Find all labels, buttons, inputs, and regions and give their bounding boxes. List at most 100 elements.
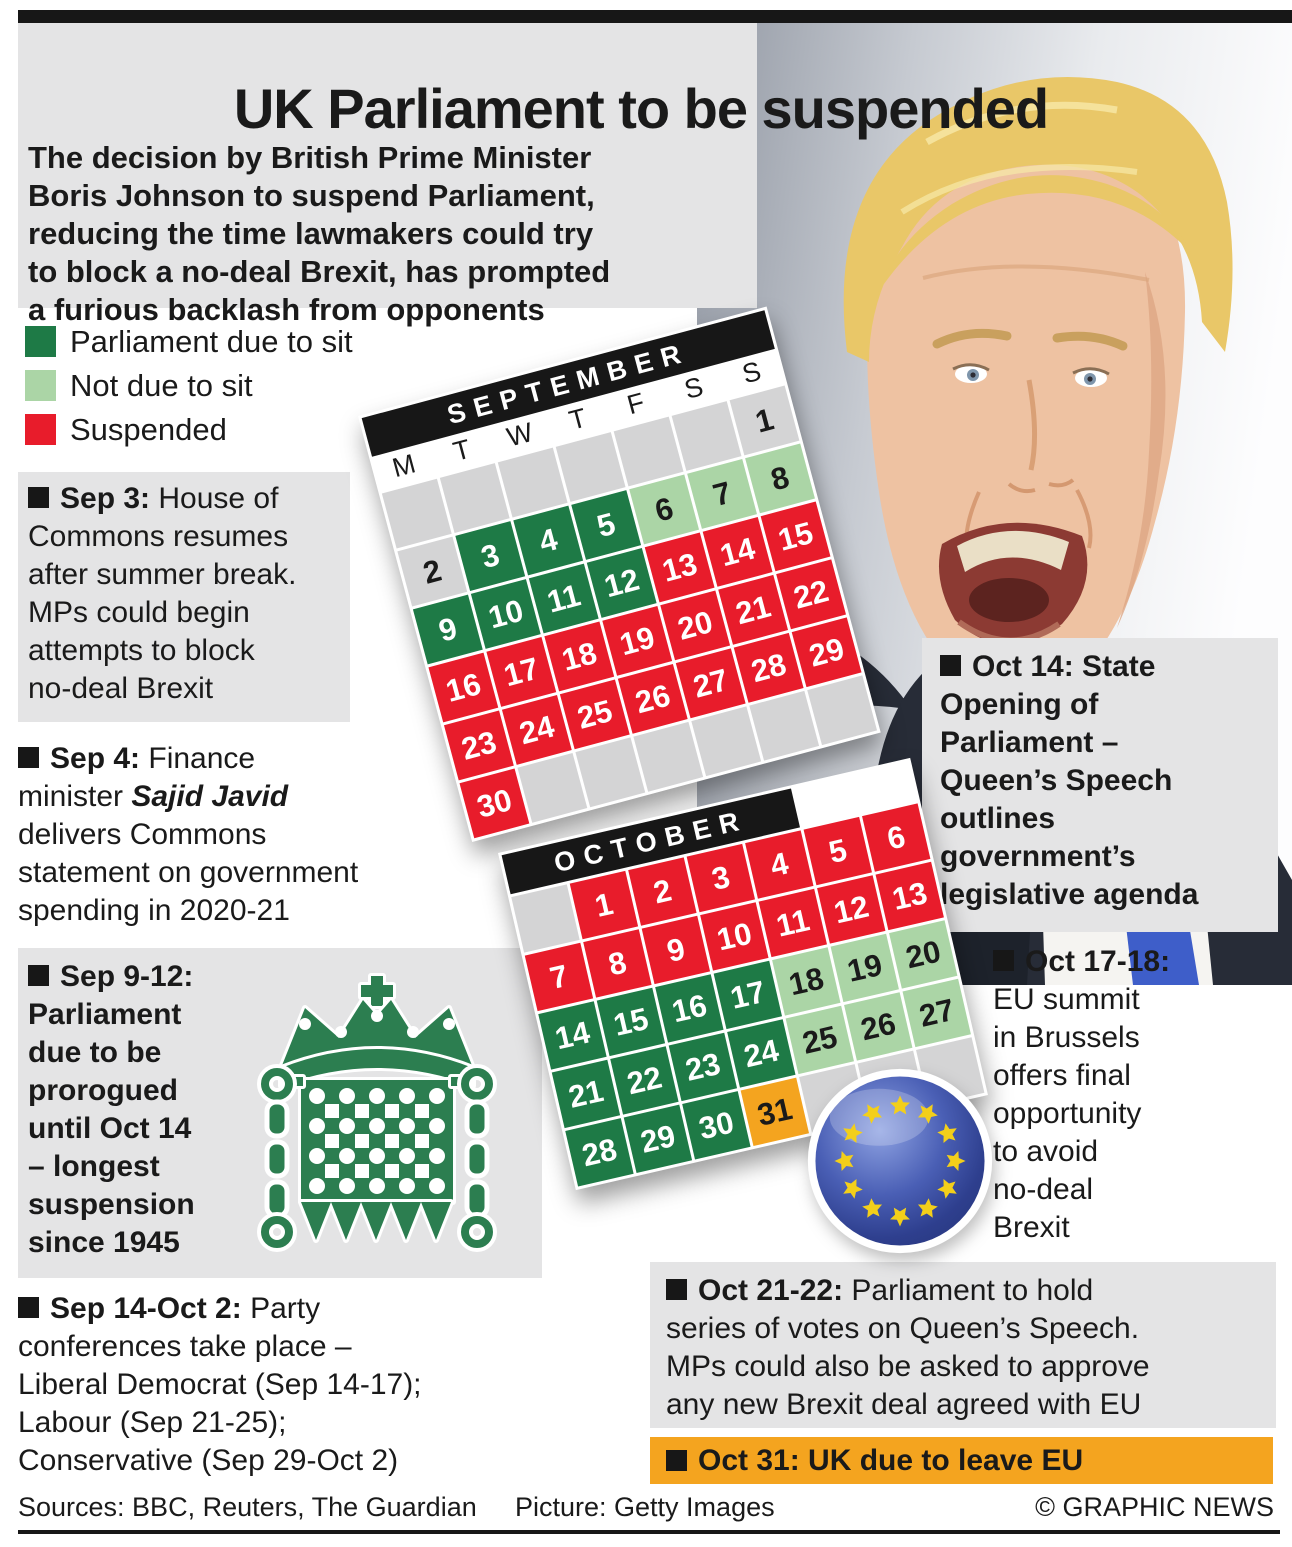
event-text: Parliament due to be prorogued until Oct… xyxy=(28,998,195,1259)
event-text: EU summit in Brussels offers final oppor… xyxy=(993,983,1142,1244)
calendar-cell: 16 xyxy=(428,652,499,723)
calendar-cell: 1 xyxy=(569,870,639,940)
event-date: Sep 3: xyxy=(60,482,151,515)
calendar-cell: 8 xyxy=(583,929,652,998)
eu-flag-icon xyxy=(807,1068,993,1254)
event-date: Oct 17-18: xyxy=(1025,945,1171,978)
calendar-cell: 6 xyxy=(629,474,700,545)
calendar-cell: 27 xyxy=(675,648,746,719)
event-oct17-18: Oct 17-18: EU summit in Brussels offers … xyxy=(993,943,1278,1247)
calendar-cell: 18 xyxy=(772,947,841,1016)
bullet-square-icon xyxy=(666,1279,687,1300)
event-date: Oct 14: xyxy=(972,650,1074,683)
calendar-cell: 13 xyxy=(644,532,715,603)
calendar-cell: 16 xyxy=(655,974,724,1043)
event-date: Sep 14-Oct 2: xyxy=(50,1292,242,1325)
calendar-cell xyxy=(381,478,452,549)
calendar-cell xyxy=(691,706,762,777)
calendar-cell: 10 xyxy=(470,579,541,649)
calendar-cell xyxy=(575,737,646,808)
calendar-cell: 28 xyxy=(733,632,804,703)
calendar-cell: 10 xyxy=(700,902,769,971)
calendar-cell: 24 xyxy=(727,1019,796,1088)
calendar-cell: 7 xyxy=(524,942,594,1012)
parliament-portcullis-icon xyxy=(257,973,497,1252)
sources-credit: Sources: BBC, Reuters, The Guardian xyxy=(18,1492,477,1522)
calendar-cell xyxy=(633,721,704,792)
calendar-cell: 6 xyxy=(862,803,931,872)
calendar-cell: 12 xyxy=(817,875,886,944)
legend-swatch-suspended xyxy=(25,414,56,445)
event-text: UK due to leave EU xyxy=(799,1443,1084,1477)
calendar-cell xyxy=(613,416,684,487)
event-date: Oct 21-22: xyxy=(698,1274,844,1307)
calendar-cell: 26 xyxy=(844,992,913,1061)
calendar-cell xyxy=(511,884,580,953)
calendar-cell: 2 xyxy=(628,857,697,926)
intro-panel xyxy=(18,22,757,308)
calendar-cell: 25 xyxy=(785,1005,854,1075)
calendar-cell: 11 xyxy=(758,888,827,958)
calendar-cell: 18 xyxy=(544,621,615,692)
calendar-cell: 22 xyxy=(776,559,846,630)
calendar-cell: 21 xyxy=(551,1059,621,1129)
calendar-cell: 3 xyxy=(686,843,756,913)
calendar-cell: 27 xyxy=(902,978,971,1048)
event-date: Sep 9-12: xyxy=(60,960,194,993)
calendar-cell xyxy=(807,675,878,746)
top-rule-bar xyxy=(18,10,1292,23)
calendar-cell: 29 xyxy=(623,1104,693,1174)
calendar-cell xyxy=(555,432,626,502)
bullet-square-icon xyxy=(940,655,961,676)
calendar-cell: 12 xyxy=(586,548,657,618)
legend-swatch-sit xyxy=(25,326,56,357)
calendar-cell: 14 xyxy=(702,516,773,587)
event-text: Finance minister xyxy=(18,742,256,813)
calendar-cell: 20 xyxy=(889,920,958,989)
bullet-square-icon xyxy=(18,1297,39,1318)
calendar-cell: 15 xyxy=(596,987,666,1057)
calendar-cell: 5 xyxy=(803,816,872,886)
calendar-cell: 30 xyxy=(459,768,530,839)
calendar-cell: 20 xyxy=(660,590,731,661)
calendar-cell: 8 xyxy=(745,443,815,514)
calendar-cell: 13 xyxy=(875,861,944,931)
bullet-square-icon xyxy=(666,1450,687,1471)
calendar-cell xyxy=(517,752,588,823)
calendar-cell: 17 xyxy=(486,637,557,707)
event-text: State Opening of Parliament – Queen’s Sp… xyxy=(940,650,1199,911)
legend-swatch-notsit xyxy=(25,370,56,401)
calendar-cell: 1 xyxy=(729,385,800,456)
calendar-cell: 28 xyxy=(565,1118,634,1187)
bullet-square-icon xyxy=(18,747,39,768)
event-date: Sep 4: xyxy=(50,742,141,775)
legend: Parliament due to sit Not due to sit Sus… xyxy=(25,323,353,447)
calendar-cell: 24 xyxy=(501,695,572,765)
calendar-cell: 31 xyxy=(740,1077,810,1147)
calendar-cell: 21 xyxy=(718,574,789,645)
event-oct31-banner: Oct 31: UK due to leave EU xyxy=(650,1437,1273,1484)
calendar-cell: 17 xyxy=(713,960,783,1030)
calendar-cell: 19 xyxy=(830,933,899,1003)
event-text: Party conferences take place – Liberal D… xyxy=(18,1292,422,1477)
page-title: UK Parliament to be suspended xyxy=(233,76,1049,140)
calendar-cell: 11 xyxy=(528,563,599,634)
calendar-cell: 29 xyxy=(791,617,862,688)
intro-paragraph: The decision by British Prime Minister B… xyxy=(28,140,611,327)
legend-item-sit: Parliament due to sit xyxy=(25,323,353,359)
bullet-square-icon xyxy=(993,950,1014,971)
legend-label: Suspended xyxy=(70,411,227,447)
event-oct21-22: Oct 21-22: Parliament to hold series of … xyxy=(650,1262,1276,1428)
legend-label: Parliament due to sit xyxy=(70,323,353,359)
calendar-cell: 9 xyxy=(641,915,711,985)
calendar-cell: 5 xyxy=(571,490,642,560)
event-date: Oct 31: xyxy=(698,1443,800,1477)
calendar-cell xyxy=(497,447,568,518)
calendar-cell: 25 xyxy=(559,679,630,750)
bullet-square-icon xyxy=(28,487,49,508)
event-oct14: Oct 14: State Opening of Parliament – Qu… xyxy=(922,638,1278,932)
calendar-cell: 7 xyxy=(687,459,757,529)
calendar-cell: 14 xyxy=(538,1001,607,1070)
legend-label: Not due to sit xyxy=(70,367,253,403)
legend-item-suspended: Suspended xyxy=(25,411,353,447)
